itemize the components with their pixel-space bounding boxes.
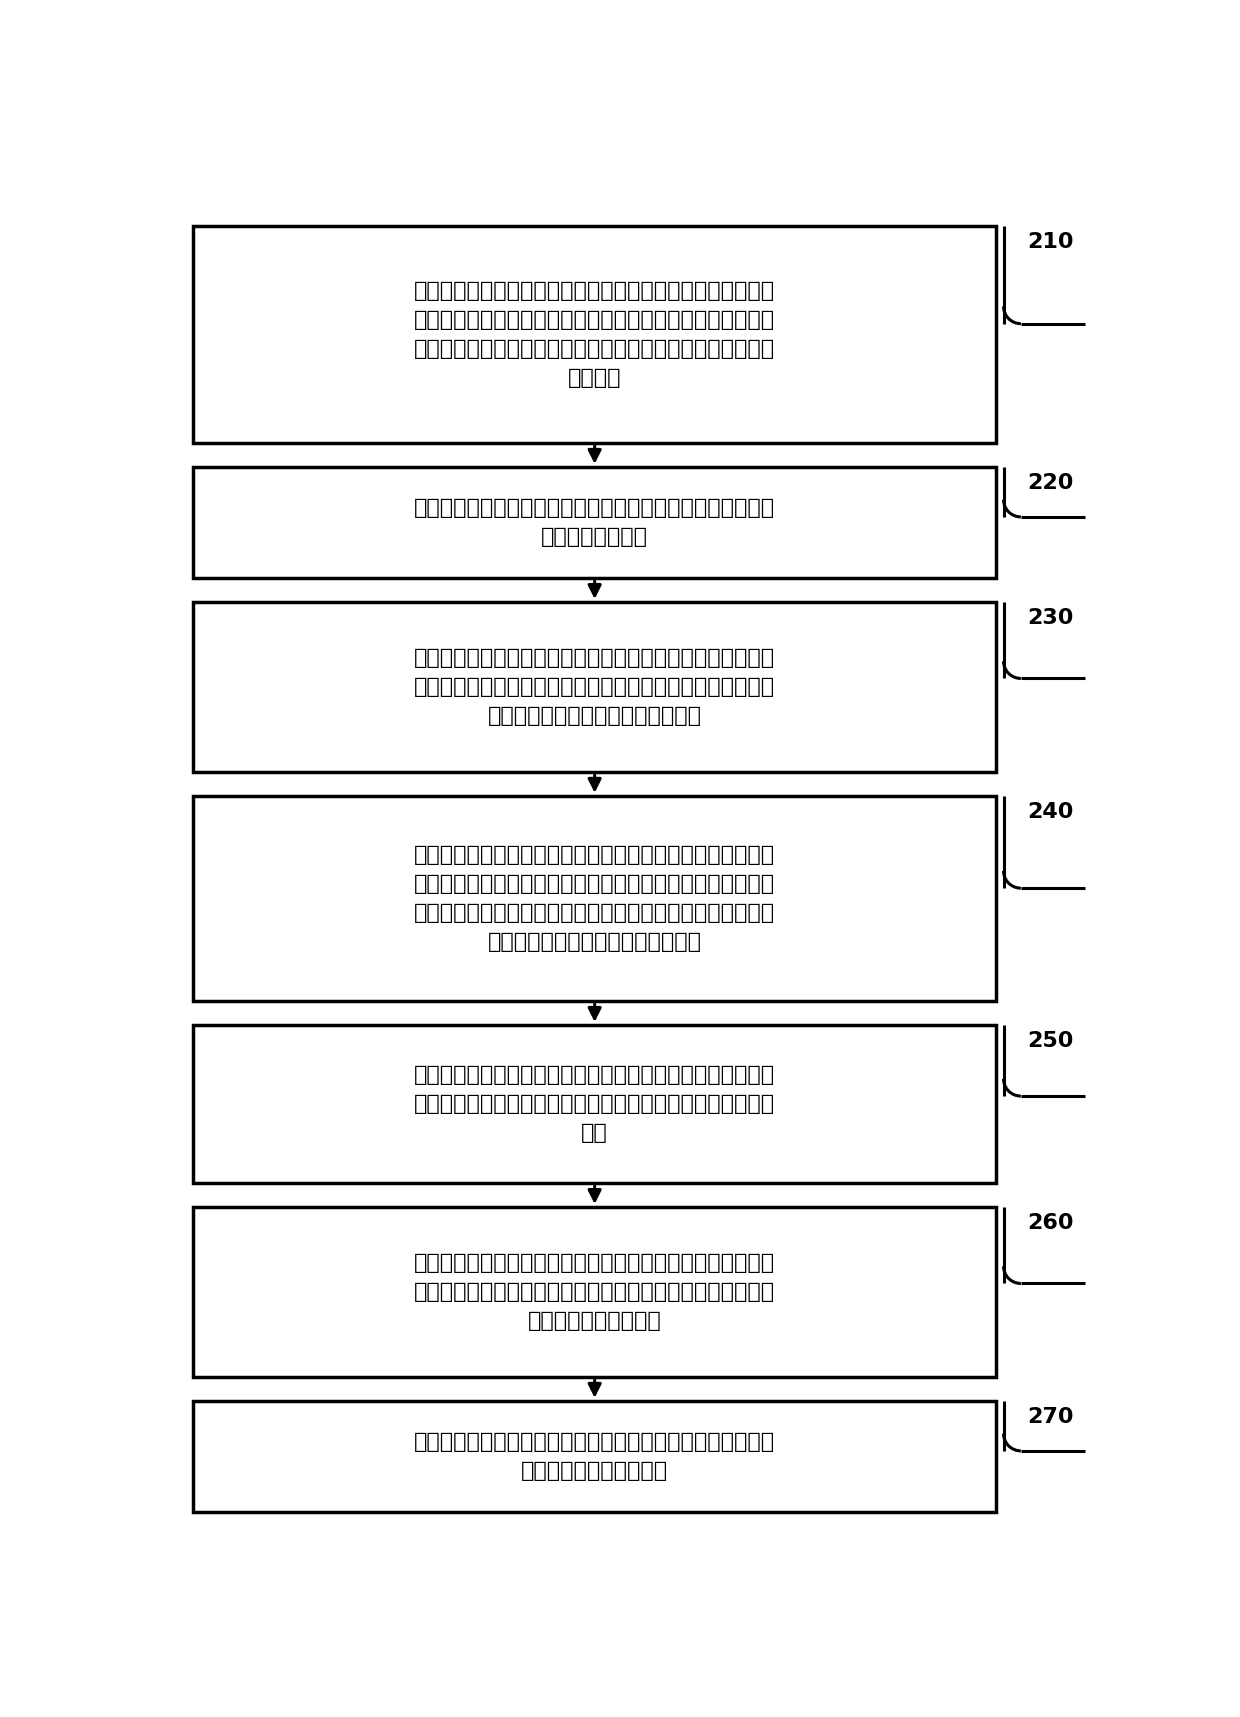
Bar (193, 1025, 996, 1183)
Text: 220: 220 (1028, 474, 1074, 493)
Bar (193, 1401, 996, 1513)
Text: 210: 210 (1028, 232, 1074, 252)
Text: 270: 270 (1028, 1408, 1074, 1427)
Text: 根据所述特征电机电流、所述特征相对电机转角、所述特征关
节角度以及预先确定的所述电机启动后第一次到达所述特征点
处与绝对零点的第一特征相对角度，确定所述增量式编: 根据所述特征电机电流、所述特征相对电机转角、所述特征关 节角度以及预先确定的所述… (414, 845, 775, 951)
Text: 260: 260 (1028, 1214, 1074, 1233)
Bar (193, 227, 996, 443)
Text: 250: 250 (1028, 1032, 1074, 1051)
Text: 弹性驱动关节系统上电，电机启动，其中所述弹性驱动关节系
统包括串联的电机、弹性体、传动装置和传输端，以及设置在
所述传输端的绝对式位置传感器和设置在所述电机末端: 弹性驱动关节系统上电，电机启动，其中所述弹性驱动关节系 统包括串联的电机、弹性体… (414, 282, 775, 388)
Bar (193, 795, 996, 1001)
Text: 在所述电机转动到目标位置处，获取所述增量式编码器测得的
目标相对电机转角以及所述绝对式位置传感器测得的目标关节
角度: 在所述电机转动到目标位置处，获取所述增量式编码器测得的 目标相对电机转角以及所述… (414, 1065, 775, 1144)
Bar (193, 601, 996, 773)
Text: 230: 230 (1028, 608, 1074, 628)
Text: 依据所述目标相对电机转角，所述目标关节角度，所述增量式
编码器的上电参考零点与绝对零点的相对角度，确定所述目标
位置处的弹性体变形量: 依据所述目标相对电机转角，所述目标关节角度，所述增量式 编码器的上电参考零点与绝… (414, 1253, 775, 1331)
Bar (193, 467, 996, 579)
Text: 依据所述目标位置处的弹性体变形量，以及弹性体刚度确定所
述目标位置处的关节力矩: 依据所述目标位置处的弹性体变形量，以及弹性体刚度确定所 述目标位置处的关节力矩 (414, 1432, 775, 1480)
Text: 240: 240 (1028, 802, 1074, 822)
Bar (193, 1207, 996, 1377)
Text: 在所述电机转动过程中获取所述电机到达特征点处的特征电机
电流、所述增量式编码器测得的特征相对电机转角以及所述绝
对式位置传感器测得的特征关节角度: 在所述电机转动过程中获取所述电机到达特征点处的特征电机 电流、所述增量式编码器测… (414, 649, 775, 726)
Text: 所述电机低速正向或反向转动，当电机电流大于电流阈值时，
所述电机停止转动: 所述电机低速正向或反向转动，当电机电流大于电流阈值时， 所述电机停止转动 (414, 498, 775, 548)
